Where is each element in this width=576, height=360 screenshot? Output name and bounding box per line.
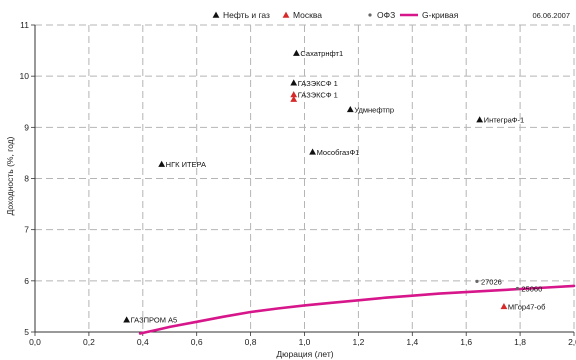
point-label: МГор47-об <box>508 302 545 311</box>
x-tick-labels: 0,0 0,2 0,4 0,6 0,8 1,0 1,2 1,4 1,6 1,8 2,0 <box>29 337 576 347</box>
y-tick-label: 8 <box>24 174 29 184</box>
x-tick-label: 1,6 <box>460 337 472 347</box>
x-tick-label: 1,2 <box>352 337 364 347</box>
x-tick-label: 1,8 <box>514 337 526 347</box>
x-tick-label: 0,6 <box>191 337 203 347</box>
y-tick-labels: 5 6 7 8 9 10 11 <box>20 20 30 337</box>
point-label: 27026 <box>481 277 502 286</box>
y-tick-label: 9 <box>24 122 29 132</box>
point-label: Сахатрнфт1 <box>300 49 343 58</box>
x-tick-label: 1,0 <box>299 337 311 347</box>
point-marker <box>309 148 316 155</box>
x-tick-label: 1,4 <box>406 337 418 347</box>
legend-label: ОФЗ <box>377 10 395 20</box>
legend-label: Нефть и газ <box>223 10 270 20</box>
point-marker <box>290 91 298 98</box>
x-tick-label: 0,4 <box>137 337 149 347</box>
point-marker <box>346 106 354 113</box>
g-curve-layer <box>138 284 576 335</box>
point-label: Удмнефтпр <box>354 105 394 114</box>
points-layer: Сахатрнфт1 ГАЗЭКСФ 1 Удмнефтпр ИнтеграФ-1 Мо… <box>123 49 545 325</box>
legend-marker <box>368 13 372 17</box>
x-tick-label: 0,8 <box>245 337 257 347</box>
y-tick-label: 10 <box>20 71 30 81</box>
point-marker <box>290 95 298 102</box>
x-tick-label: 2,0 <box>568 337 576 347</box>
point-marker <box>293 49 300 56</box>
point-marker <box>290 79 298 86</box>
y-tick-label: 7 <box>24 225 29 235</box>
point-marker <box>158 160 166 167</box>
y-tick-label: 5 <box>24 327 29 337</box>
g-curve-line <box>138 284 576 335</box>
point-marker <box>476 116 484 123</box>
point-label: 25060 <box>521 285 542 294</box>
y-tick-label: 6 <box>24 276 29 286</box>
point-marker <box>515 286 520 291</box>
point-marker <box>475 279 479 283</box>
y-tick-label: 11 <box>20 20 29 30</box>
grid <box>35 24 575 332</box>
point-label: МособгазФ1 <box>317 148 360 157</box>
x-axis-title: Дюрация (лет) <box>276 349 333 359</box>
point-label: ГАЗПРОМ А5 <box>131 316 178 325</box>
point-label: ИнтеграФ-1 <box>484 116 525 125</box>
x-tick-label: 0,0 <box>29 337 41 347</box>
point-label: НГК ИТЕРА <box>166 160 206 169</box>
y-axis-title: Доходность (%, год) <box>5 136 15 215</box>
legend: Нефть и газ Москва ОФЗ G-кривая <box>212 10 459 20</box>
point-marker <box>123 316 131 323</box>
legend-label: Москва <box>293 10 322 20</box>
point-label: ГАЗЭКСФ 1 <box>298 79 338 88</box>
x-tick-label: 0,2 <box>83 337 95 347</box>
legend-marker <box>282 11 290 18</box>
legend-marker <box>212 11 220 18</box>
point-label: ГАЗЭКСФ 1 <box>298 91 338 100</box>
date-stamp: 06.06.2007 <box>532 11 570 20</box>
point-marker <box>500 303 508 310</box>
legend-label: G-кривая <box>422 10 459 20</box>
